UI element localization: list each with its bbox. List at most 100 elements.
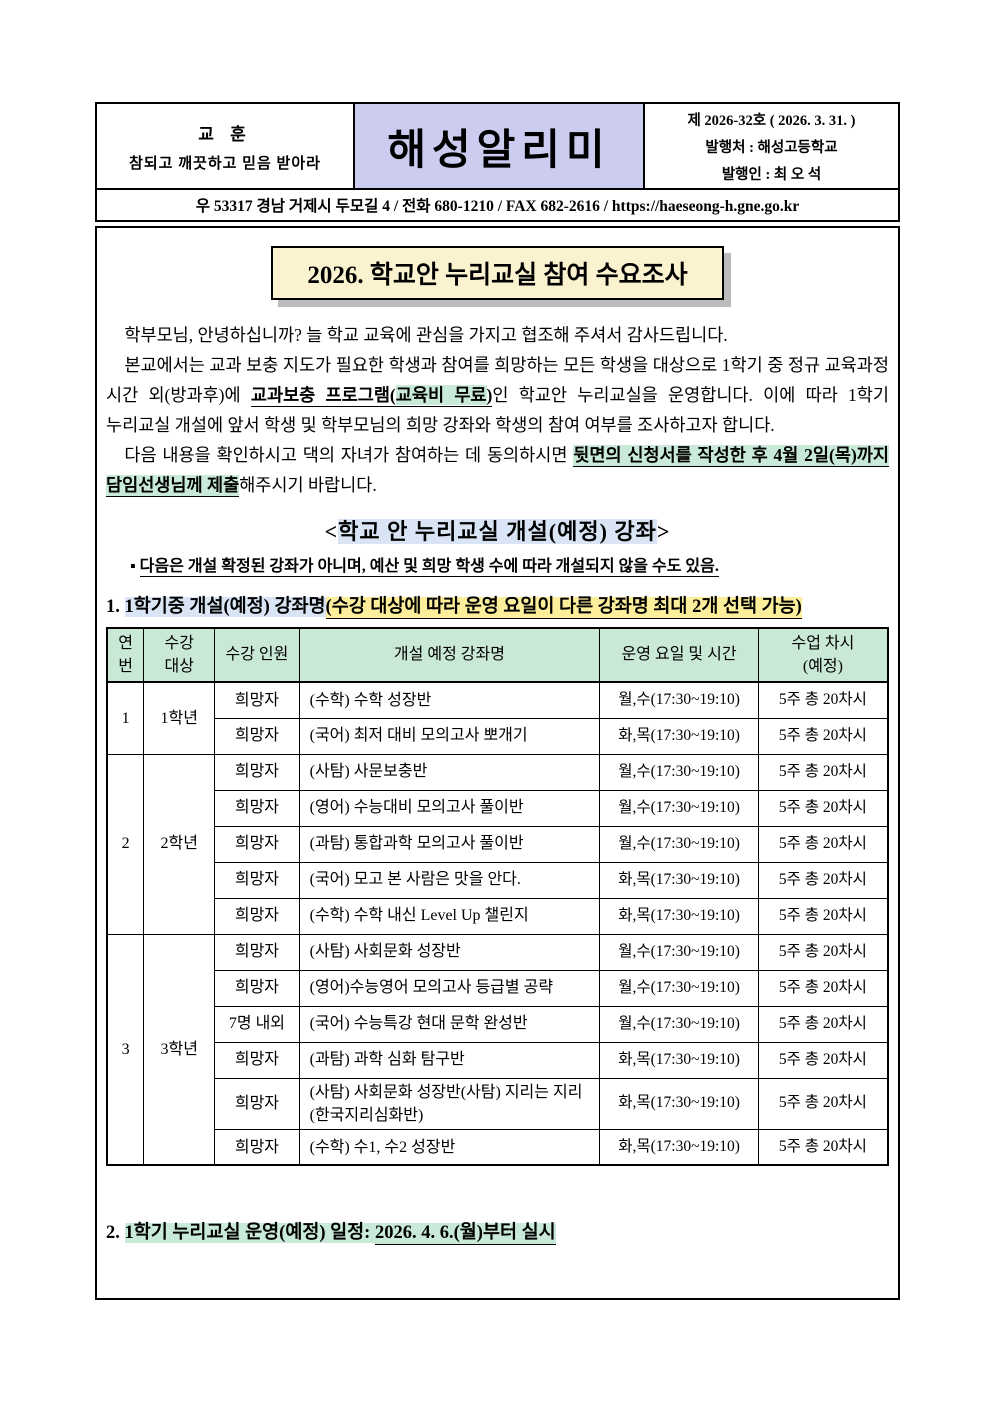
table-row: 희망자 (국어) 모고 본 사람은 맛을 안다. 화,목(17:30~19:10) 5…: [107, 861, 889, 899]
cell-sessions: 5주 총 20차시: [757, 861, 889, 899]
schedule-line: 2. 1학기 누리교실 운영(예정) 일정: 2026. 4. 6.(월)부터 …: [106, 1223, 556, 1246]
col-header-sessions: 수업 차시 (예정): [757, 627, 889, 683]
cell-course-name: (과탐) 통합과학 모의고사 풀이반: [298, 825, 601, 863]
cell-capacity: 희망자: [214, 933, 300, 971]
table-row: 희망자 (영어) 수능대비 모의고사 풀이반 월,수(17:30~19:10) 5주 …: [107, 789, 889, 827]
cell-course-name: (수학) 수학 성장반: [298, 681, 601, 719]
cell-schedule: 월,수(17:30~19:10): [599, 825, 759, 863]
cell-schedule: 월,수(17:30~19:10): [599, 789, 759, 827]
course-table-body: 1 1학년 희망자 (수학) 수학 성장반 월,수(17:30~19:10) 5주 총 2…: [106, 681, 889, 1166]
course-list-label: 1학기중 개설(예정) 강좌명: [124, 597, 326, 617]
cell-schedule: 화,목(17:30~19:10): [599, 717, 759, 755]
cell-sessions: 5주 총 20차시: [757, 969, 889, 1007]
cell-capacity: 희망자: [214, 861, 300, 899]
publication-info-cell: 제 2026-32호 ( 2026. 3. 31. ) 발행처 : 해성고등학교…: [645, 104, 898, 188]
table-row: 희망자 (과탐) 통합과학 모의고사 풀이반 월,수(17:30~19:10) 5주 …: [107, 825, 889, 863]
col-header-number: 연번: [106, 627, 145, 683]
cell-capacity: 희망자: [214, 717, 300, 755]
cell-sessions: 5주 총 20차시: [757, 753, 889, 791]
cell-sessions: 5주 총 20차시: [757, 1128, 889, 1166]
newsletter-header: 교 훈 참되고 깨끗하고 믿음 받아라 해성알리미 제 2026-32호 ( 2…: [95, 102, 900, 222]
cell-capacity: 희망자: [214, 1041, 300, 1079]
cell-schedule: 월,수(17:30~19:10): [599, 969, 759, 1007]
cell-group-number: 3: [106, 933, 145, 1166]
cell-sessions: 5주 총 20차시: [757, 789, 889, 827]
table-row: 희망자 (수학) 수1, 수2 성장반 화,목(17:30~19:10) 5주 총 2…: [107, 1128, 889, 1166]
cell-schedule: 월,수(17:30~19:10): [599, 933, 759, 971]
paragraph-program-intro: 본교에서는 교과 보충 지도가 필요한 학생과 참여를 희망하는 모든 학생을 …: [106, 355, 890, 435]
cell-sessions: 5주 총 20차시: [757, 825, 889, 863]
cell-sessions: 5주 총 20차시: [757, 1005, 889, 1043]
issue-number: 제 2026-32호 ( 2026. 3. 31. ): [687, 112, 856, 129]
cell-schedule: 화,목(17:30~19:10): [599, 897, 759, 935]
col-header-capacity: 수강 인원: [214, 627, 300, 683]
cell-sessions: 5주 총 20차시: [757, 681, 889, 719]
cell-schedule: 월,수(17:30~19:10): [599, 681, 759, 719]
cell-course-name: (수학) 수1, 수2 성장반: [298, 1128, 601, 1166]
cell-course-name: (사탐) 사문보충반: [298, 753, 601, 791]
table-row: 7명 내외 (국어) 수능특강 현대 문학 완성반 월,수(17:30~19:10)…: [107, 1005, 889, 1043]
publisher-person: 발행인 : 최 오 석: [721, 166, 822, 183]
cell-grade: 1학년: [143, 681, 216, 755]
title-banner-wrap: 2026. 학교안 누리교실 참여 수요조사: [106, 246, 889, 300]
paragraph-submission: 다음 내용을 확인하시고 댁의 자녀가 참여하는 데 동의하시면 뒷면의 신청서…: [106, 445, 889, 497]
cell-sessions: 5주 총 20차시: [757, 1077, 889, 1130]
course-list-note: (수강 대상에 따라 운영 요일이 다른 강좌명 최대 2개 선택 가능): [325, 597, 802, 619]
cell-capacity: 7명 내외: [214, 1005, 300, 1043]
cell-course-name: (과탐) 과학 심화 탐구반: [298, 1041, 601, 1079]
section-heading-highlight: 학교 안 누리교실 개설(예정) 강좌: [338, 519, 657, 544]
table-row: 1 1학년 희망자 (수학) 수학 성장반 월,수(17:30~19:10) 5주 총 2…: [106, 681, 889, 755]
table-row: 희망자 (영어)수능영어 모의고사 등급별 공략 월,수(17:30~19:10) 5…: [107, 969, 889, 1007]
table-row: 희망자 (국어) 최저 대비 모의고사 뽀개기 화,목(17:30~19:10) 5주…: [107, 717, 889, 755]
motto-text: 참되고 깨끗하고 믿음 받아라: [129, 155, 321, 172]
cell-grade: 2학년: [143, 753, 216, 935]
course-table: 연번 수강 대상 수강 인원 개설 예정 강좌명 운영 요일 및 시간 수업 차…: [106, 627, 889, 1167]
cell-capacity: 희망자: [214, 789, 300, 827]
cell-capacity: 희망자: [214, 753, 300, 791]
schedule-label: 1학기 누리교실 운영(예정) 일정:: [124, 1223, 375, 1244]
newsletter-title: 해성알리미: [355, 104, 645, 188]
col-header-course: 개설 예정 강좌명: [298, 627, 601, 683]
cell-group-number: 1: [106, 681, 145, 755]
publisher: 발행처 : 해성고등학교: [705, 139, 838, 156]
body-text: 학부모님, 안녕하십니까? 늘 학교 교육에 관심을 가지고 협조해 주셔서 감…: [106, 320, 889, 500]
cell-course-name: (영어) 수능대비 모의고사 풀이반: [298, 789, 601, 827]
schedule-date: 2026. 4. 6.(월)부터 실시: [374, 1223, 556, 1246]
section-note: ▪ 다음은 개설 확정된 강좌가 아니며, 예산 및 희망 학생 수에 따라 개…: [130, 552, 889, 577]
paragraph-greeting: 학부모님, 안녕하십니까? 늘 학교 교육에 관심을 가지고 협조해 주셔서 감…: [124, 325, 728, 345]
cell-course-name: (국어) 최저 대비 모의고사 뽀개기: [298, 717, 601, 755]
document-title-banner: 2026. 학교안 누리교실 참여 수요조사: [271, 246, 724, 300]
cell-capacity: 희망자: [214, 681, 300, 719]
header-top-row: 교 훈 참되고 깨끗하고 믿음 받아라 해성알리미 제 2026-32호 ( 2…: [95, 102, 900, 190]
cell-sessions: 5주 총 20차시: [757, 1041, 889, 1079]
cell-course-name: (사탐) 사회문화 성장반: [298, 933, 601, 971]
cell-schedule: 화,목(17:30~19:10): [599, 1128, 759, 1166]
cell-course-name: (국어) 수능특강 현대 문학 완성반: [298, 1005, 601, 1043]
cell-sessions: 5주 총 20차시: [757, 897, 889, 935]
cell-sessions: 5주 총 20차시: [757, 717, 889, 755]
course-table-head: 연번 수강 대상 수강 인원 개설 예정 강좌명 운영 요일 및 시간 수업 차…: [106, 627, 889, 683]
cell-sessions: 5주 총 20차시: [757, 933, 889, 971]
cell-capacity: 희망자: [214, 969, 300, 1007]
table-row: 희망자 (과탐) 과학 심화 탐구반 화,목(17:30~19:10) 5주 총 20…: [107, 1041, 889, 1079]
cell-schedule: 화,목(17:30~19:10): [599, 1041, 759, 1079]
cell-schedule: 월,수(17:30~19:10): [599, 753, 759, 791]
cell-course-name: (국어) 모고 본 사람은 맛을 안다.: [298, 861, 601, 899]
table-row: 3 3학년 희망자 (사탐) 사회문화 성장반 월,수(17:30~19:10) 5주 총…: [106, 933, 889, 1166]
table-row: 2 2학년 희망자 (사탐) 사문보충반 월,수(17:30~19:10) 5주 총 20…: [106, 753, 889, 935]
cell-capacity: 희망자: [214, 897, 300, 935]
free-tuition-highlight: 교육비 무료: [395, 385, 487, 405]
section-heading: <학교 안 누리교실 개설(예정) 강좌>: [324, 519, 671, 544]
cell-grade: 3학년: [143, 933, 216, 1166]
school-address-line: 우 53317 경남 거제시 두모길 4 / 전화 680-1210 / FAX…: [95, 190, 900, 222]
cell-course-name: (사탐) 사회문화 성장반(사탐) 지리는 지리(한국지리심화반): [298, 1077, 601, 1130]
cell-schedule: 월,수(17:30~19:10): [599, 1005, 759, 1043]
bullet-icon: ▪: [130, 558, 136, 575]
table-header-row: 연번 수강 대상 수강 인원 개설 예정 강좌명 운영 요일 및 시간 수업 차…: [106, 627, 889, 683]
main-content-box: 2026. 학교안 누리교실 참여 수요조사 학부모님, 안녕하십니까? 늘 학…: [95, 226, 900, 1300]
cell-group-number: 2: [106, 753, 145, 935]
cell-course-name: (수학) 수학 내신 Level Up 챌린지: [298, 897, 601, 935]
table-row: 희망자 (사탐) 사회문화 성장반(사탐) 지리는 지리(한국지리심화반) 화,목(…: [107, 1077, 889, 1130]
program-emphasis: 교과보충 프로그램(교육비 무료): [250, 385, 493, 407]
